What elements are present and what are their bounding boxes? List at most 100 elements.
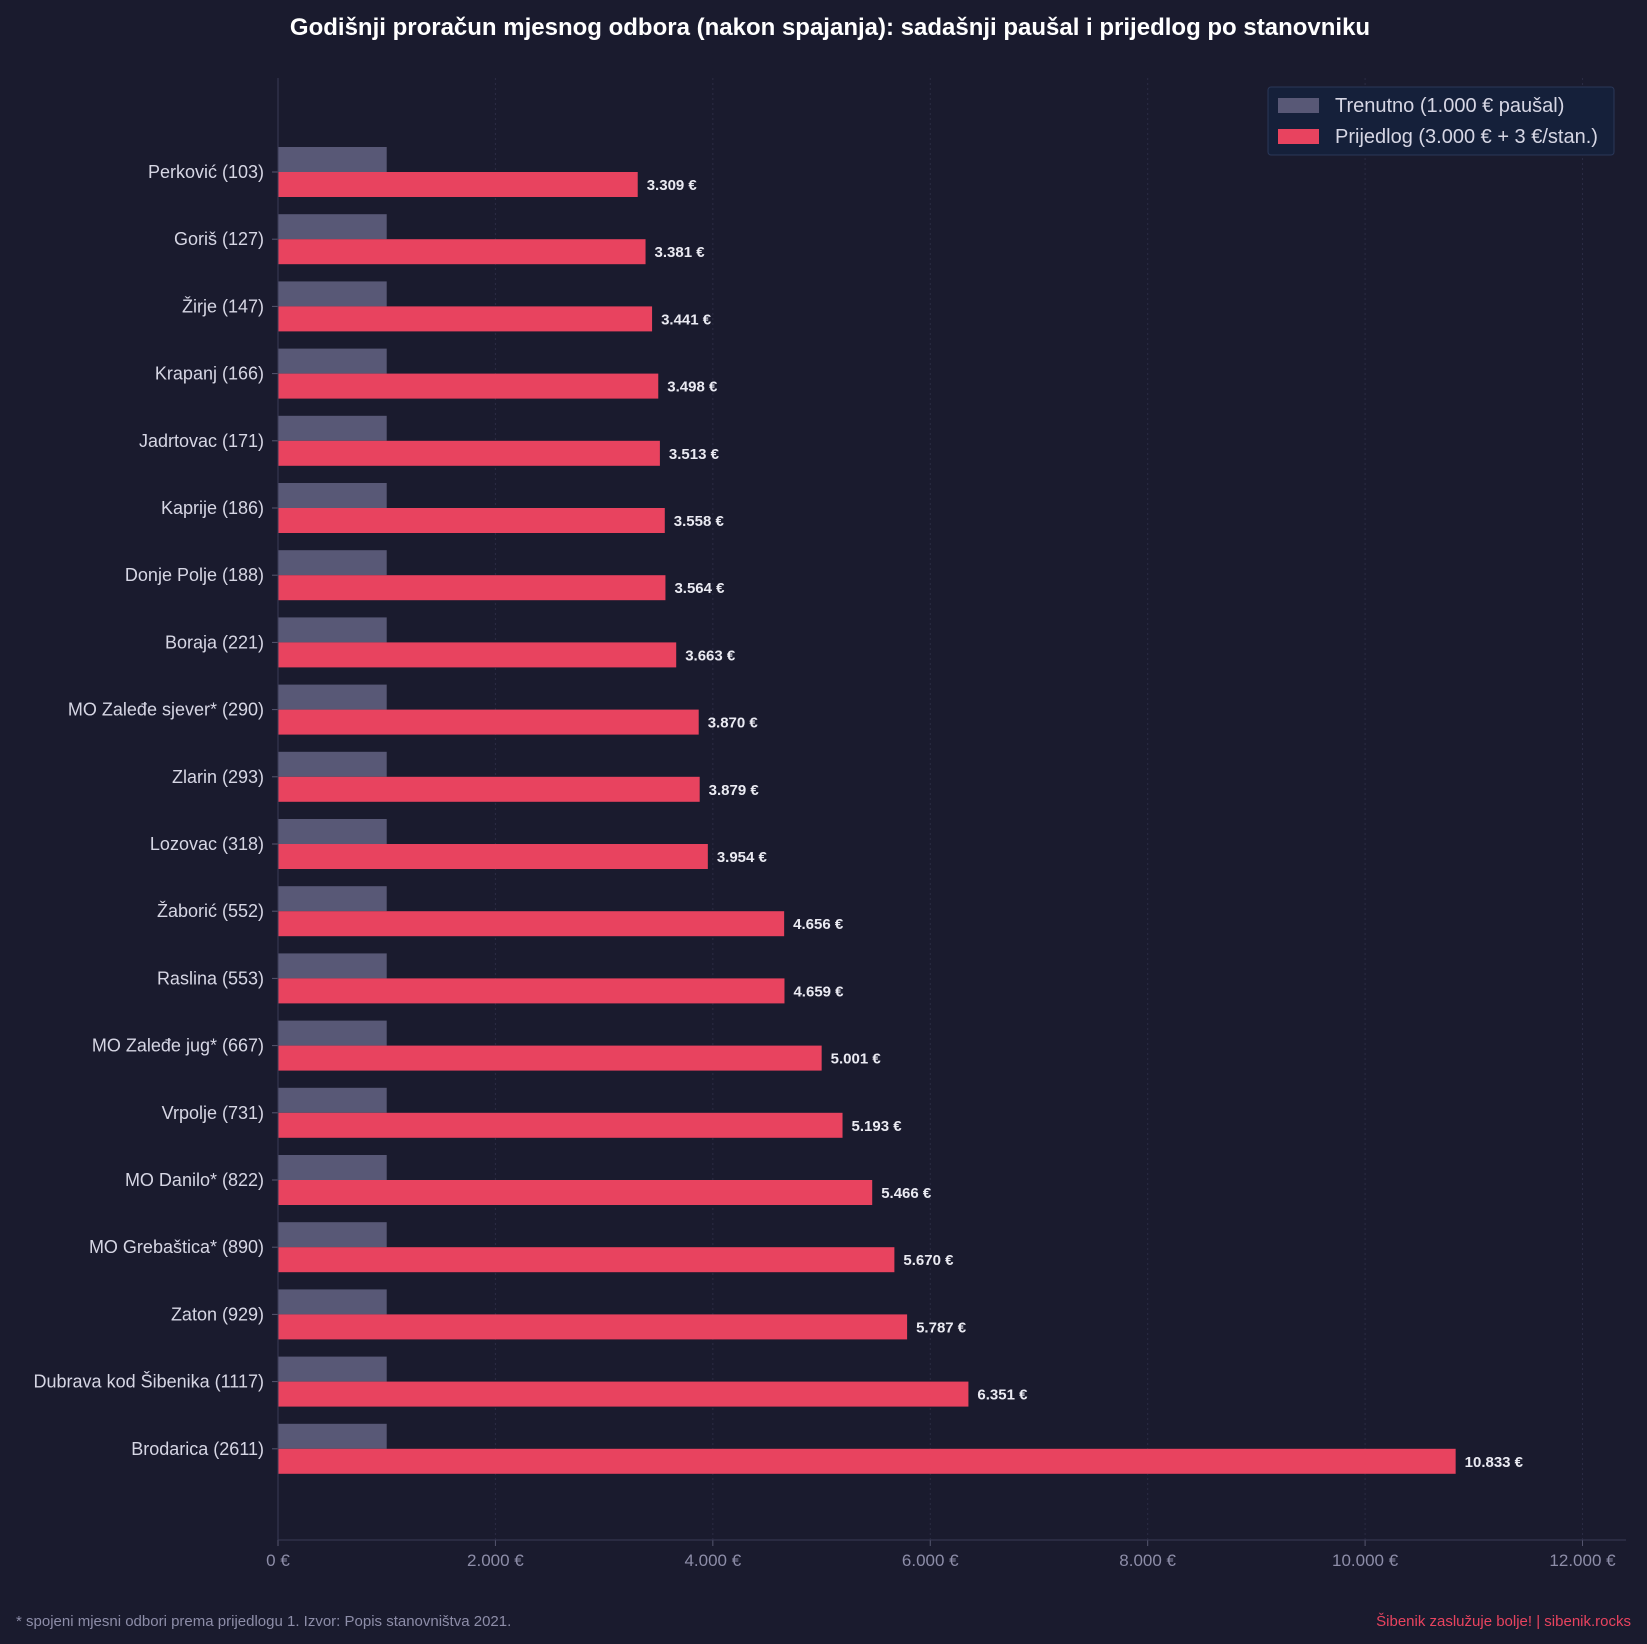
value-label: 3.879 € [709, 782, 760, 799]
category-label: Kaprije (186) [161, 498, 264, 518]
bar-current [278, 1222, 387, 1248]
x-axis: 0 € 2.000 € 4.000 € 6.000 € 8.000 € 10.000 € 1… [266, 78, 1626, 1570]
x-tick-label: 12.000 € [1549, 1551, 1616, 1570]
value-label: 3.870 € [708, 715, 759, 732]
value-label: 3.564 € [674, 580, 725, 597]
category-label: Dubrava kod Šibenika (1117) [34, 1371, 264, 1392]
value-label: 5.670 € [903, 1252, 954, 1269]
bar-proposal [278, 1314, 908, 1340]
legend-label-proposal: Prijedlog (3.000 € + 3 €/stan.) [1335, 126, 1598, 148]
category-label: Lozovac (318) [150, 834, 264, 854]
bar-proposal [278, 776, 700, 802]
bar-proposal [278, 1045, 822, 1071]
x-tick-label: 6.000 € [902, 1551, 959, 1570]
bar-current [278, 886, 387, 912]
legend-swatch-current [1278, 98, 1319, 113]
x-tick-label: 0 € [266, 1551, 290, 1570]
value-label: 5.193 € [852, 1118, 903, 1135]
footer-branding: Šibenik zaslužuje bolje! | sibenik.rocks [1376, 1613, 1631, 1630]
bar-current [278, 1289, 387, 1315]
bar-proposal [278, 172, 638, 197]
chart-title: Godišnji proračun mjesnog odbora (nakon … [290, 14, 1370, 41]
bar-proposal [278, 373, 659, 399]
legend-label-current: Trenutno (1.000 € paušal) [1335, 95, 1564, 117]
grid-lines [494, 78, 1584, 1540]
category-label: Žirje (147) [182, 296, 264, 316]
bar-proposal [278, 306, 653, 332]
legend-box [1267, 86, 1615, 156]
value-label: 3.441 € [661, 311, 712, 328]
category-label: Krapanj (166) [155, 364, 264, 384]
value-label: 3.381 € [655, 244, 706, 261]
bar-proposal [278, 239, 646, 265]
category-label: Goriš (127) [174, 229, 264, 249]
bar-current [278, 1087, 387, 1113]
value-label: 4.659 € [793, 983, 844, 1000]
value-label: 5.787 € [916, 1319, 967, 1336]
category-label: Žaborić (552) [157, 901, 264, 921]
bar-proposal [278, 709, 699, 735]
category-label: MO Zaleđe sjever* (290) [68, 700, 264, 720]
bar-current [278, 1155, 387, 1180]
category-label: Vrpolje (731) [162, 1103, 264, 1123]
bar-proposal [278, 440, 660, 466]
bar-current [278, 147, 387, 172]
bar-current [278, 214, 387, 240]
bar-current [278, 819, 387, 844]
bar-proposal [278, 911, 785, 937]
bars-group [278, 147, 1456, 1474]
bar-proposal [278, 642, 677, 668]
value-label: 5.466 € [881, 1185, 932, 1202]
x-tick-label: 8.000 € [1119, 1551, 1176, 1570]
bar-current [278, 415, 387, 441]
value-label: 3.954 € [717, 849, 768, 866]
bar-current [278, 483, 387, 508]
bar-current [278, 684, 387, 710]
x-tick-label: 4.000 € [684, 1551, 741, 1570]
bar-current [278, 953, 387, 979]
value-label: 3.513 € [669, 446, 720, 463]
category-label: Perković (103) [148, 162, 264, 182]
value-labels: 3.309 € 3.381 € 3.441 € 3.498 € 3.513 € 3.558… [647, 177, 1524, 1471]
category-label: Boraja (221) [165, 632, 264, 652]
category-labels: Perković (103) Goriš (127) Žirje (147) Krap… [34, 162, 278, 1459]
value-label: 3.309 € [647, 177, 698, 194]
category-label: Jadrtovac (171) [139, 431, 264, 451]
bar-current [278, 1423, 387, 1449]
category-label: MO Danilo* (822) [125, 1170, 264, 1190]
bar-proposal [278, 575, 666, 601]
bar-proposal [278, 844, 708, 869]
bar-current [278, 550, 387, 576]
bar-proposal [278, 978, 785, 1004]
x-tick-label: 10.000 € [1332, 1551, 1399, 1570]
bar-current [278, 617, 387, 643]
category-label: Raslina (553) [157, 968, 264, 988]
value-label: 10.833 € [1465, 1454, 1524, 1471]
bar-current [278, 348, 387, 374]
category-label: Brodarica (2611) [131, 1439, 264, 1459]
bar-proposal [278, 1247, 895, 1273]
value-label: 3.498 € [667, 379, 718, 396]
bar-proposal [278, 1381, 969, 1407]
bar-proposal [278, 1112, 843, 1138]
value-label: 5.001 € [831, 1051, 882, 1068]
category-label: MO Grebaštica* (890) [89, 1237, 264, 1257]
bar-proposal [278, 508, 665, 533]
category-label: Zaton (929) [171, 1304, 264, 1324]
bar-current [278, 281, 387, 307]
category-label: Zlarin (293) [172, 767, 264, 787]
value-label: 4.656 € [793, 916, 844, 933]
footer-source-note: * spojeni mjesni odbori prema prijedlogu… [16, 1613, 511, 1630]
value-label: 3.663 € [685, 647, 736, 664]
category-label: Donje Polje (188) [125, 565, 264, 585]
category-label: MO Zaleđe jug* (667) [92, 1036, 264, 1056]
value-label: 6.351 € [977, 1387, 1028, 1404]
bar-proposal [278, 1180, 873, 1205]
legend-swatch-proposal [1278, 129, 1319, 144]
value-label: 3.558 € [674, 513, 725, 530]
bar-current [278, 1020, 387, 1046]
bar-current [278, 1356, 387, 1382]
legend: Trenutno (1.000 € paušal) Prijedlog (3.0… [1267, 86, 1615, 156]
bar-proposal [278, 1448, 1456, 1474]
